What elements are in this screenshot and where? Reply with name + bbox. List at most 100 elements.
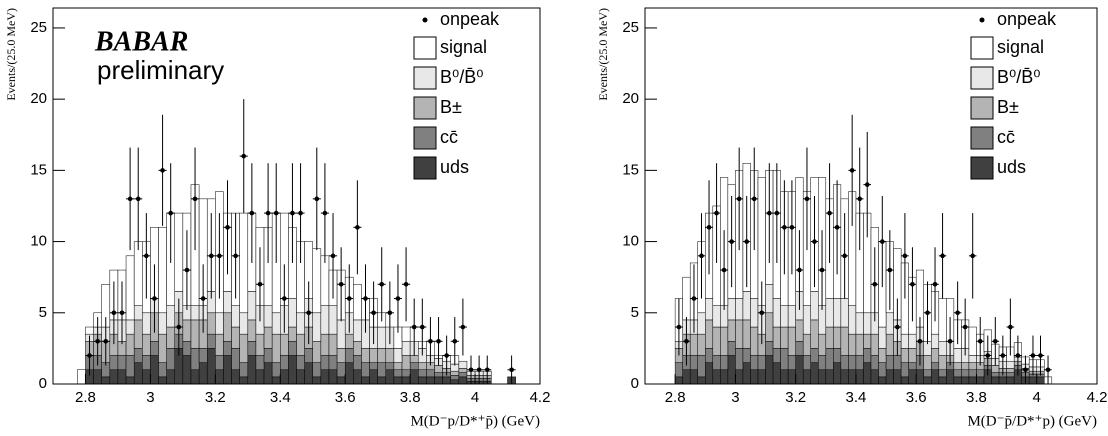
data-point <box>111 310 117 316</box>
bar-segment <box>870 355 879 371</box>
bar-segment <box>705 348 714 363</box>
bar-segment <box>263 348 273 363</box>
bar-segment <box>190 319 200 349</box>
bar-segment <box>682 369 691 385</box>
bar-segment <box>263 362 273 385</box>
x-tick-label: 3.4 <box>846 389 867 406</box>
bar-segment <box>166 326 175 349</box>
data-point <box>444 353 449 358</box>
bar-segment <box>855 312 864 335</box>
bar-segment <box>863 333 872 349</box>
data-point <box>993 338 998 344</box>
data-point <box>338 282 344 287</box>
bar-segment <box>825 298 834 328</box>
bar-segment <box>215 312 224 335</box>
bar-segment <box>795 319 804 342</box>
x-tick-label: 2.8 <box>665 389 686 406</box>
bar-segment <box>401 369 411 378</box>
bar-segment <box>900 333 909 349</box>
data-point <box>714 210 719 216</box>
bar-segment <box>780 326 789 349</box>
legend-label: onpeak <box>997 9 1057 29</box>
data-point <box>691 296 697 301</box>
data-point <box>379 282 385 287</box>
bar-segment <box>833 362 842 385</box>
bar-segment <box>712 369 721 385</box>
data-point <box>152 296 157 301</box>
bar-segment <box>825 369 834 385</box>
bar-segment <box>727 341 736 356</box>
data-point <box>932 282 938 287</box>
bar-segment <box>288 326 297 342</box>
bar-segment <box>780 348 789 371</box>
bar-segment <box>787 305 796 328</box>
y-tick-label: 20 <box>622 90 639 107</box>
data-point <box>857 196 862 202</box>
data-point <box>257 282 263 287</box>
bar-segment <box>336 362 346 378</box>
bar-segment <box>953 369 962 378</box>
bar-segment <box>818 355 827 371</box>
bar-segment <box>946 369 955 385</box>
y-tick-label: 15 <box>622 161 639 178</box>
data-point <box>880 239 885 244</box>
bar-segment <box>369 369 378 385</box>
data-point <box>1045 367 1051 373</box>
data-point <box>1030 353 1036 358</box>
bar-segment <box>735 348 744 371</box>
bar-segment <box>712 326 721 356</box>
bar-segment <box>1036 376 1045 385</box>
data-point <box>363 296 368 301</box>
legend-label: B⁰/B̄⁰ <box>997 67 1040 87</box>
data-point <box>955 310 960 316</box>
data-point <box>160 168 165 173</box>
data-point <box>872 282 878 287</box>
bar-segment <box>931 333 940 349</box>
bar-segment <box>353 319 362 342</box>
bar-segment <box>772 298 781 328</box>
bar-segment <box>765 284 774 314</box>
bar-segment <box>735 369 744 385</box>
bar-segment <box>280 333 289 356</box>
x-tick-label: 4.2 <box>530 389 551 406</box>
bar-segment <box>953 376 962 385</box>
bar-segment <box>961 369 970 378</box>
bar-segment <box>931 362 940 371</box>
data-point <box>119 310 125 316</box>
bar-segment <box>247 355 257 385</box>
bar-segment <box>840 369 849 385</box>
data-point <box>176 324 182 330</box>
data-point <box>298 210 303 216</box>
bar-segment <box>239 362 249 378</box>
data-point <box>751 196 757 202</box>
data-point <box>721 267 727 273</box>
data-point <box>184 267 190 273</box>
bar-segment <box>1006 360 1015 369</box>
bar-segment <box>442 376 451 385</box>
bar-segment <box>908 369 917 385</box>
bar-segment <box>991 365 1000 373</box>
bar-segment <box>818 333 827 356</box>
bar-segment <box>893 369 902 385</box>
bar-segment <box>705 362 714 385</box>
bar-segment <box>182 341 192 356</box>
bar-segment <box>931 369 940 385</box>
bar-segment <box>674 376 683 385</box>
bar-segment <box>174 212 184 292</box>
bar-segment <box>158 227 167 314</box>
bar-segment <box>133 362 143 385</box>
bar-segment <box>377 348 387 363</box>
bar-segment <box>885 312 894 335</box>
bar-segment <box>312 312 322 342</box>
bar-segment <box>810 291 819 321</box>
data-point <box>95 338 100 344</box>
legend-label: uds <box>997 157 1026 177</box>
legend-label: cc̄ <box>997 127 1015 147</box>
bar-segment <box>938 369 947 378</box>
bar-segment <box>968 369 977 378</box>
data-point <box>411 324 417 330</box>
legend-label: uds <box>440 157 469 177</box>
bar-segment <box>247 291 257 321</box>
data-point <box>804 196 810 202</box>
bar-segment <box>255 333 265 356</box>
